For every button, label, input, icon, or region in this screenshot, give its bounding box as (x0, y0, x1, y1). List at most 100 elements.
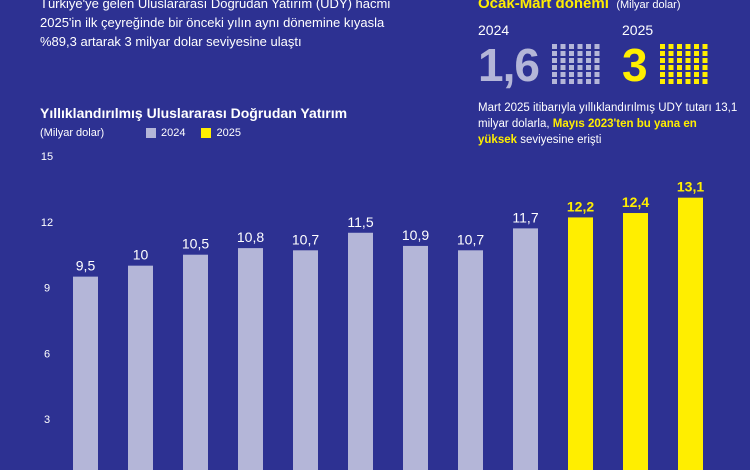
legend-label-2024: 2024 (161, 127, 186, 139)
grid-dot (552, 58, 557, 63)
bar-7 (403, 245, 428, 470)
legend-item-2024: 2024 (146, 127, 185, 139)
bar-label-5: 10,7 (292, 231, 319, 247)
bar-label-11: 12,4 (622, 194, 649, 210)
grid-dot (560, 51, 566, 56)
bar-11 (623, 213, 648, 470)
grid-dot (569, 51, 574, 56)
y-tick-label: 6 (44, 348, 50, 360)
grid-dot (702, 58, 708, 63)
panel-note: Mart 2025 itibarıyla yıllıklandırılmış U… (478, 100, 738, 148)
value-2025: 3 (622, 39, 648, 91)
grid-dot (702, 44, 708, 49)
grid-dot (577, 44, 583, 49)
y-tick-label: 3 (44, 414, 50, 426)
grid-dot (586, 44, 591, 49)
grid-dot (668, 79, 674, 84)
y-tick-label: 9 (44, 283, 50, 295)
grid-dot (702, 51, 708, 56)
legend-item-2025: 2025 (201, 127, 241, 139)
chart-legend: 2024 2025 (146, 127, 251, 139)
grid-dot (685, 51, 691, 56)
legend-swatch-2024 (146, 128, 156, 138)
grid-dot (668, 72, 674, 77)
intro-text: Türkiye'ye gelen Uluslararası Doğrudan Y… (40, 0, 450, 51)
grid-dot (660, 44, 665, 49)
grid-dot (694, 44, 699, 49)
grid-dot (560, 65, 566, 70)
grid-dot (660, 79, 665, 84)
grid-dot (594, 51, 600, 56)
grid-dot (660, 51, 665, 56)
grid-dot (552, 51, 557, 56)
intro-line-2: 2025'in ilk çeyreğinde bir önceki yılın … (40, 15, 385, 30)
value-2024: 1,6 (478, 39, 540, 91)
grid-dot (586, 65, 591, 70)
grid-dot (560, 79, 566, 84)
grid-dot (668, 58, 674, 63)
grid-dot (577, 58, 583, 63)
y-tick-label: 12 (41, 217, 53, 229)
grid-dot (552, 72, 557, 77)
grid-dot (694, 72, 699, 77)
intro-line-1: Türkiye'ye gelen Uluslararası Doğrudan Y… (40, 0, 391, 11)
bar-5 (293, 250, 318, 470)
grid-dot (677, 72, 682, 77)
grid-dot (677, 44, 682, 49)
year-2025-label: 2025 (622, 22, 654, 38)
bar-label-3: 10,5 (182, 236, 209, 252)
panel-unit: (Milyar dolar) (616, 0, 681, 11)
bar-label-4: 10,8 (237, 229, 264, 245)
grid-dot (560, 44, 566, 49)
y-tick-label: 15 (41, 151, 53, 163)
bar-4 (238, 248, 263, 470)
bar-6 (348, 232, 373, 470)
grid-dot (677, 79, 682, 84)
grid-dot (685, 72, 691, 77)
bar-label-12: 13,1 (677, 179, 704, 195)
grid-dot (677, 58, 682, 63)
bar-label-10: 12,2 (567, 198, 594, 214)
grid-dot (594, 65, 600, 70)
bar-label-9: 11,7 (512, 209, 538, 225)
grid-dot (586, 79, 591, 84)
intro-line-3: %89,3 artarak 3 milyar dolar seviyesine … (40, 34, 302, 49)
dot-grid-2025 (660, 44, 708, 84)
grid-dot (660, 72, 665, 77)
grid-dot (685, 65, 691, 70)
grid-dot (668, 51, 674, 56)
grid-dot (569, 65, 574, 70)
grid-dot (702, 65, 708, 70)
grid-dot (560, 58, 566, 63)
grid-dot (569, 79, 574, 84)
grid-dot (694, 58, 699, 63)
grid-dot (685, 79, 691, 84)
bar-8 (458, 250, 483, 470)
bar-9 (513, 228, 538, 470)
bar-label-8: 10,7 (457, 231, 484, 247)
grid-dot (677, 65, 682, 70)
bar-label-2: 10 (133, 247, 149, 263)
grid-dot (660, 65, 665, 70)
grid-dot (586, 51, 591, 56)
grid-dot (702, 79, 708, 84)
grid-dot (552, 65, 557, 70)
grid-dot (552, 79, 557, 84)
grid-dot (586, 72, 591, 77)
bar-2 (128, 265, 153, 470)
grid-dot (569, 58, 574, 63)
chart-title: Yıllıklandırılmış Uluslararası Doğrudan … (40, 105, 348, 121)
bar-label-1: 9,5 (76, 258, 96, 274)
note-highlight: Mayıs 2023'ten bu yana en yüksek (478, 118, 697, 146)
bar-12 (678, 197, 703, 470)
quarter-panel: Ocak-Mart dönemi (Milyar dolar) 2024 1,6… (470, 0, 750, 470)
grid-dot (694, 65, 699, 70)
note-plain: Mart 2025 itibarıyla yıllıklandırılmış U… (478, 102, 738, 130)
grid-dot (586, 58, 591, 63)
grid-dot (677, 51, 682, 56)
grid-dot (694, 79, 699, 84)
grid-dot (594, 58, 600, 63)
note-end: seviyesine erişti (517, 134, 602, 146)
bar-3 (183, 254, 208, 470)
